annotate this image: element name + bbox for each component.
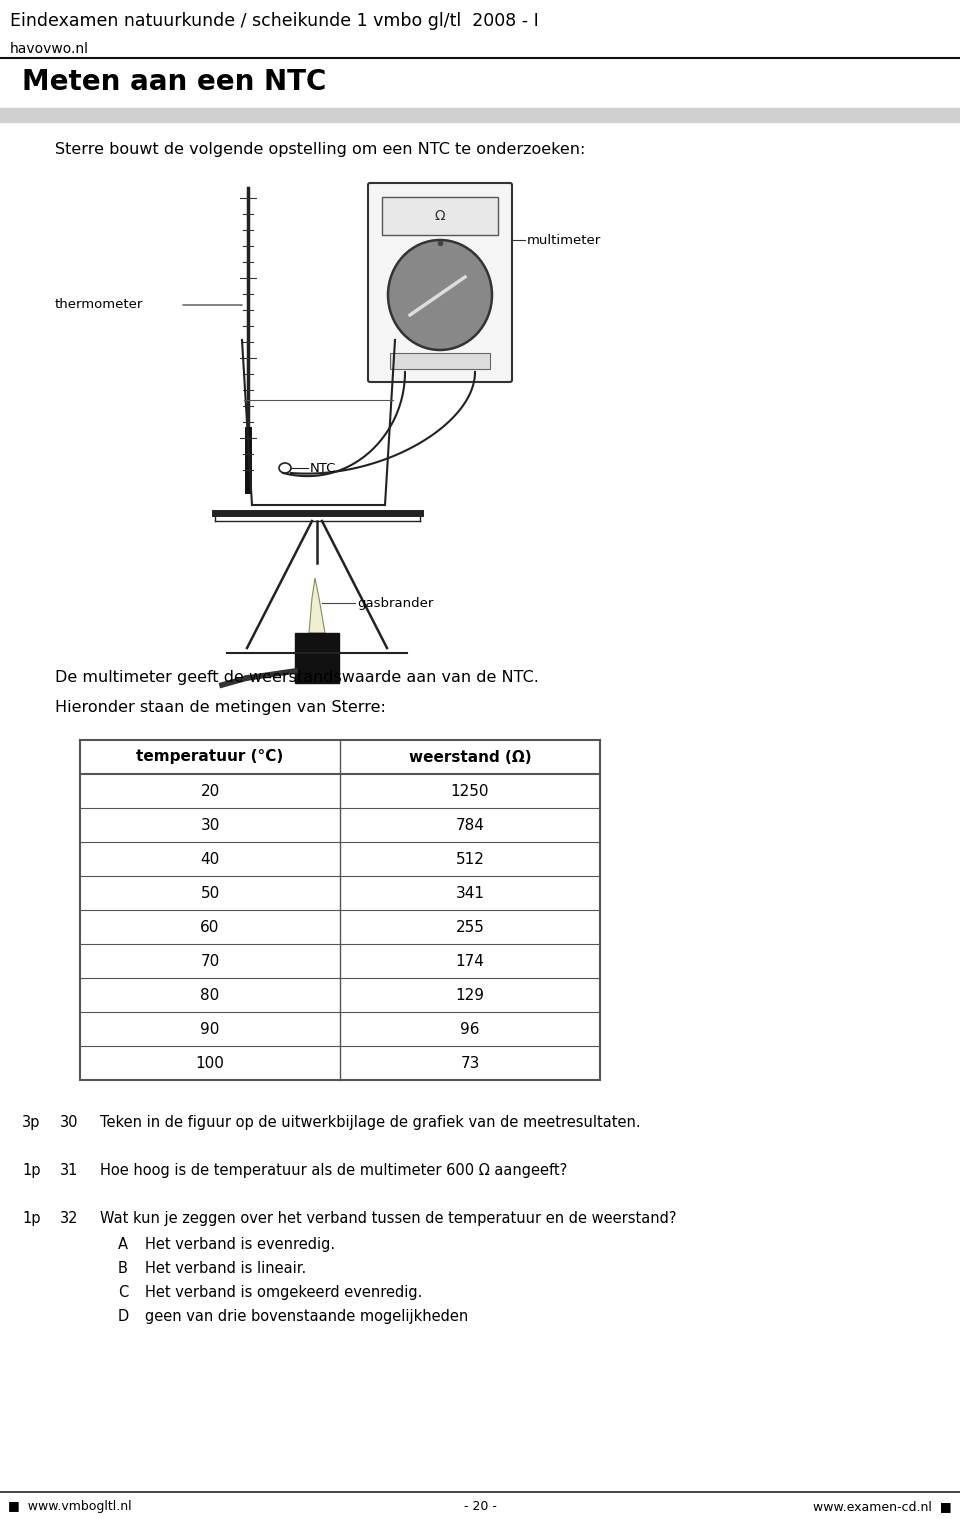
- Text: 341: 341: [455, 886, 485, 901]
- Text: www.examen-cd.nl  ■: www.examen-cd.nl ■: [813, 1499, 952, 1513]
- Text: Hoe hoog is de temperatuur als de multimeter 600 Ω aangeeft?: Hoe hoog is de temperatuur als de multim…: [100, 1164, 567, 1179]
- FancyBboxPatch shape: [368, 182, 512, 381]
- Bar: [382, 197, 498, 235]
- Ellipse shape: [388, 240, 492, 349]
- Text: ■  www.vmbogltl.nl: ■ www.vmbogltl.nl: [8, 1499, 132, 1513]
- Text: 512: 512: [456, 852, 485, 866]
- Text: 90: 90: [201, 1021, 220, 1036]
- Text: 60: 60: [201, 919, 220, 934]
- Text: geen van drie bovenstaande mogelijkheden: geen van drie bovenstaande mogelijkheden: [145, 1309, 468, 1325]
- Text: D: D: [118, 1309, 130, 1325]
- Polygon shape: [309, 579, 325, 633]
- Text: C: C: [118, 1285, 129, 1300]
- Text: - 20 -: - 20 -: [464, 1499, 496, 1513]
- Text: 1250: 1250: [451, 784, 490, 799]
- Text: 20: 20: [201, 784, 220, 799]
- Text: weerstand (Ω): weerstand (Ω): [409, 749, 531, 764]
- Text: 30: 30: [60, 1115, 79, 1130]
- Text: Wat kun je zeggen over het verband tussen de temperatuur en de weerstand?: Wat kun je zeggen over het verband tusse…: [100, 1211, 677, 1226]
- Text: 40: 40: [201, 852, 220, 866]
- Text: 30: 30: [201, 817, 220, 832]
- Text: multimeter: multimeter: [527, 234, 601, 246]
- Text: thermometer: thermometer: [55, 299, 143, 311]
- Text: 3p: 3p: [22, 1115, 40, 1130]
- Text: Eindexamen natuurkunde / scheikunde 1 vmbo gl/tl  2008 - I: Eindexamen natuurkunde / scheikunde 1 vm…: [10, 12, 539, 30]
- Text: 784: 784: [456, 817, 485, 832]
- Text: gasbrander: gasbrander: [357, 597, 433, 609]
- Text: Meten aan een NTC: Meten aan een NTC: [22, 68, 326, 96]
- Text: De multimeter geeft de weerstandswaarde aan van de NTC.: De multimeter geeft de weerstandswaarde …: [55, 670, 539, 685]
- Text: B: B: [118, 1261, 128, 1276]
- Text: 73: 73: [460, 1056, 480, 1071]
- Text: 255: 255: [456, 919, 485, 934]
- Text: 96: 96: [460, 1021, 480, 1036]
- Text: 31: 31: [60, 1164, 79, 1179]
- Text: 174: 174: [456, 954, 485, 969]
- Text: 50: 50: [201, 886, 220, 901]
- Bar: [390, 352, 490, 369]
- Text: NTC: NTC: [310, 462, 336, 474]
- Text: Het verband is omgekeerd evenredig.: Het verband is omgekeerd evenredig.: [145, 1285, 422, 1300]
- Text: Het verband is lineair.: Het verband is lineair.: [145, 1261, 306, 1276]
- Text: 70: 70: [201, 954, 220, 969]
- Text: 80: 80: [201, 987, 220, 1003]
- Text: Teken in de figuur op de uitwerkbijlage de grafiek van de meetresultaten.: Teken in de figuur op de uitwerkbijlage …: [100, 1115, 640, 1130]
- Bar: [295, 633, 339, 684]
- Bar: [0, 108, 960, 122]
- Text: 32: 32: [60, 1211, 79, 1226]
- Text: Ω: Ω: [435, 210, 445, 223]
- Text: 1p: 1p: [22, 1164, 40, 1179]
- Text: A: A: [118, 1236, 128, 1252]
- Text: Hieronder staan de metingen van Sterre:: Hieronder staan de metingen van Sterre:: [55, 700, 386, 715]
- Text: 1p: 1p: [22, 1211, 40, 1226]
- Text: Sterre bouwt de volgende opstelling om een NTC te onderzoeken:: Sterre bouwt de volgende opstelling om e…: [55, 141, 586, 156]
- Text: havovwo.nl: havovwo.nl: [10, 43, 89, 56]
- Text: 100: 100: [196, 1056, 225, 1071]
- Text: 129: 129: [455, 987, 485, 1003]
- Text: Het verband is evenredig.: Het verband is evenredig.: [145, 1236, 335, 1252]
- Text: temperatuur (°C): temperatuur (°C): [136, 749, 283, 764]
